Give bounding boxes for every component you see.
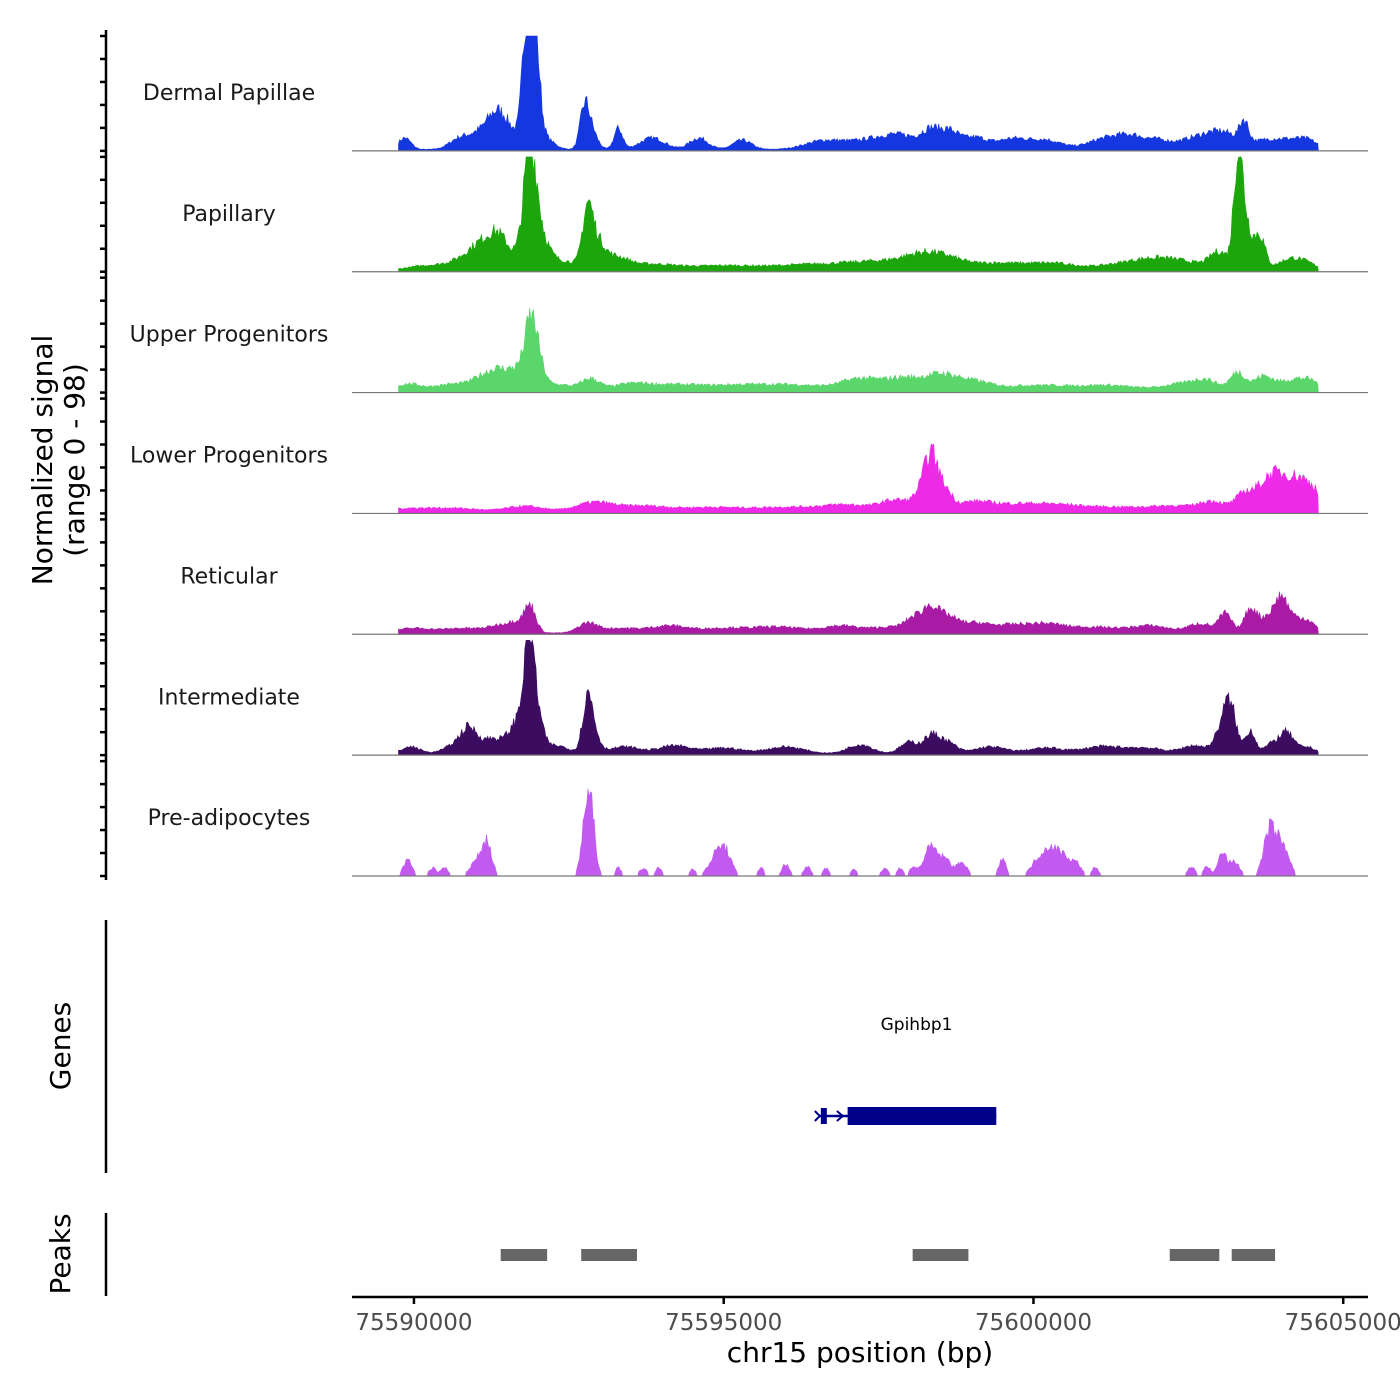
track-label: Pre-adipocytes bbox=[148, 806, 311, 831]
x-tick-label: 75600000 bbox=[975, 1310, 1092, 1336]
track-papillary: Papillary bbox=[100, 155, 1368, 273]
signal-area bbox=[398, 307, 1319, 393]
x-tick-label: 75590000 bbox=[355, 1310, 472, 1336]
signal-area bbox=[398, 443, 1319, 514]
track-pre-adipocytes: Pre-adipocytes bbox=[100, 759, 1368, 878]
gene-strand-arrow bbox=[836, 1110, 845, 1122]
x-tick-label: 75595000 bbox=[665, 1310, 782, 1336]
x-tick-label: 75605000 bbox=[1285, 1310, 1400, 1336]
track-intermediate: Intermediate bbox=[100, 639, 1368, 757]
peak-region bbox=[1231, 1249, 1276, 1261]
peaks-panel-title: Peaks bbox=[44, 1213, 77, 1294]
track-lower-progenitors: Lower Progenitors bbox=[100, 397, 1368, 515]
track-label: Intermediate bbox=[158, 685, 300, 710]
genes-panel: Genes Gpihbp1 bbox=[44, 920, 997, 1173]
signal-area bbox=[398, 591, 1319, 635]
gene-strand-arrow bbox=[814, 1110, 822, 1122]
gene-cds-exon bbox=[847, 1107, 997, 1125]
peak-region bbox=[1169, 1249, 1220, 1261]
track-reticular: Reticular bbox=[100, 518, 1368, 636]
x-axis-title: chr15 position (bp) bbox=[727, 1336, 993, 1369]
genes-panel-title: Genes bbox=[44, 1002, 77, 1090]
peak-region bbox=[912, 1249, 969, 1261]
y-axis-title: Normalized signal bbox=[26, 335, 59, 586]
x-axis: 75590000 75595000 75600000 75605000 bbox=[352, 1295, 1400, 1336]
track-label: Upper Progenitors bbox=[130, 323, 329, 348]
peak-region bbox=[581, 1249, 637, 1261]
peaks-panel: Peaks bbox=[44, 1213, 1276, 1296]
track-label: Papillary bbox=[182, 202, 276, 227]
signal-area bbox=[398, 35, 1319, 152]
track-dermal-papillae: Dermal Papillae bbox=[100, 34, 1368, 153]
peak-region bbox=[500, 1249, 548, 1261]
gene-utr-exon bbox=[820, 1108, 827, 1124]
track-label: Lower Progenitors bbox=[130, 444, 328, 469]
track-label: Dermal Papillae bbox=[143, 81, 315, 106]
y-axis-range-label: (range 0 - 98) bbox=[58, 363, 91, 557]
signal-area bbox=[398, 156, 1319, 272]
gene-name: Gpihbp1 bbox=[881, 1015, 953, 1035]
gene-track: Gpihbp1 bbox=[814, 1015, 997, 1125]
signal-tracks: Dermal Papillae Papillary Upper Progenitor… bbox=[100, 34, 1368, 878]
track-upper-progenitors: Upper Progenitors bbox=[100, 276, 1368, 394]
peak-track bbox=[500, 1249, 1276, 1261]
signal-area bbox=[398, 788, 1319, 877]
track-label: Reticular bbox=[180, 564, 278, 589]
signal-area bbox=[398, 639, 1319, 756]
